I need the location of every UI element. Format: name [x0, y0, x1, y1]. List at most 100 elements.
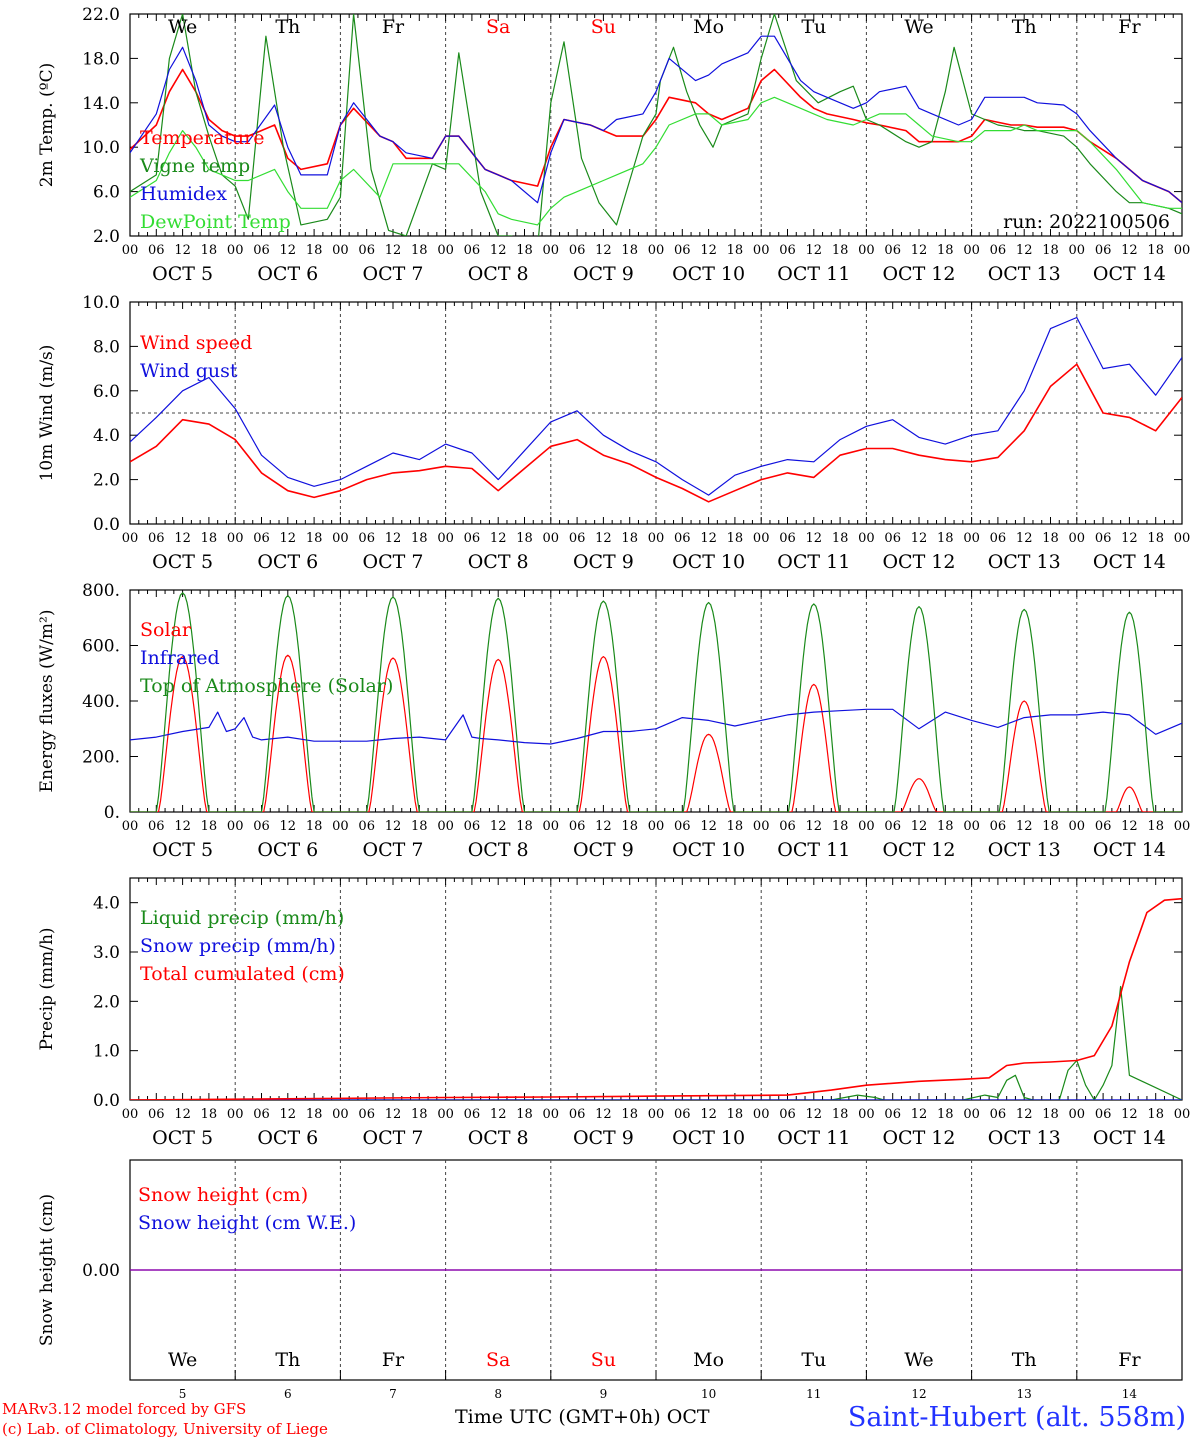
hour-tick-label: 00	[227, 531, 244, 546]
hour-tick-label: 06	[253, 243, 270, 258]
hour-tick-label: 00	[332, 819, 349, 834]
hour-tick-label: 06	[358, 531, 375, 546]
hour-tick-label: 06	[569, 531, 586, 546]
legend-entry: Snow height (cm)	[138, 1184, 308, 1206]
hour-tick-label: 00	[1069, 1107, 1086, 1122]
hour-tick-label: 00	[332, 531, 349, 546]
day-number-label: 6	[284, 1387, 292, 1401]
y-tick-label: 1.0	[93, 1042, 120, 1062]
hour-tick-label: 06	[1095, 1107, 1112, 1122]
hour-tick-label: 18	[411, 1107, 428, 1122]
hour-tick-label: 12	[490, 531, 507, 546]
weekday-label: Mo	[693, 1349, 724, 1371]
series-line-1	[130, 68, 1182, 204]
hour-tick-label: 06	[884, 819, 901, 834]
legend-entry: Temperature	[140, 127, 264, 149]
y-tick-label: 800.	[82, 581, 120, 601]
hour-tick-label: 06	[884, 1107, 901, 1122]
legend-entry: Wind gust	[140, 360, 238, 382]
legend-entry: Snow precip (mm/h)	[140, 935, 336, 957]
hour-tick-label: 06	[990, 819, 1007, 834]
hour-tick-label: 18	[411, 819, 428, 834]
hour-tick-label: 12	[490, 1107, 507, 1122]
y-tick-label: 0.0	[93, 515, 120, 535]
date-label: OCT 10	[672, 1127, 745, 1149]
hour-tick-label: 06	[253, 819, 270, 834]
date-label: OCT 7	[363, 839, 424, 861]
hour-tick-label: 06	[148, 1107, 165, 1122]
weekday-label: Fr	[382, 16, 405, 38]
y-tick-label: 8.0	[93, 337, 120, 357]
hour-tick-label: 12	[1016, 243, 1033, 258]
hour-tick-label: 00	[963, 243, 980, 258]
hour-tick-label: 06	[990, 243, 1007, 258]
hour-tick-label: 00	[753, 531, 770, 546]
hour-tick-label: 18	[1147, 1107, 1164, 1122]
hour-tick-label: 12	[385, 819, 402, 834]
hour-tick-label: 12	[385, 243, 402, 258]
series-line-1	[130, 363, 1182, 503]
weekday-label: Tu	[801, 1349, 826, 1371]
hour-tick-label: 18	[1147, 531, 1164, 546]
hour-tick-label: 18	[937, 531, 954, 546]
hour-tick-label: 18	[621, 819, 638, 834]
hour-tick-label: 12	[806, 819, 823, 834]
hour-tick-label: 18	[937, 819, 954, 834]
hour-tick-label: 18	[516, 819, 533, 834]
y-tick-label: 6.0	[93, 382, 120, 402]
date-label: OCT 12	[882, 551, 955, 573]
y-axis-label: 10m Wind (m/s)	[37, 345, 57, 482]
hour-tick-label: 06	[148, 819, 165, 834]
date-label: OCT 6	[257, 839, 318, 861]
y-tick-label: 22.0	[82, 5, 120, 25]
date-label: OCT 6	[257, 551, 318, 573]
date-label: OCT 13	[988, 839, 1061, 861]
x-axis-title-text: Time UTC (GMT+0h)	[455, 1406, 661, 1428]
hour-tick-label: 00	[963, 819, 980, 834]
date-label: OCT 9	[573, 1127, 634, 1149]
date-label: OCT 8	[468, 1127, 529, 1149]
hour-tick-label: 18	[727, 531, 744, 546]
hour-tick-label: 18	[306, 243, 323, 258]
hour-tick-label: 06	[358, 1107, 375, 1122]
hour-tick-label: 18	[516, 243, 533, 258]
series-line-3	[130, 35, 1182, 204]
weekday-label: We	[904, 16, 933, 38]
y-tick-label: 14.0	[82, 94, 120, 114]
weekday-label: We	[168, 1349, 197, 1371]
x-axis-title: Time UTC (GMT+0h) OCT	[455, 1406, 710, 1428]
hour-tick-label: 12	[595, 531, 612, 546]
y-tick-label: 4.0	[93, 426, 120, 446]
hour-tick-label: 12	[911, 243, 928, 258]
day-number-label: 13	[1017, 1387, 1032, 1401]
hour-tick-label: 00	[1069, 243, 1086, 258]
date-label: OCT 6	[257, 263, 318, 285]
date-label: OCT 9	[573, 839, 634, 861]
date-label: OCT 12	[882, 1127, 955, 1149]
hour-tick-label: 06	[674, 819, 691, 834]
y-tick-label: 4.0	[93, 894, 120, 914]
date-label: OCT 8	[468, 551, 529, 573]
date-label: OCT 7	[363, 551, 424, 573]
date-label: OCT 7	[363, 1127, 424, 1149]
weekday-label: We	[168, 16, 197, 38]
hour-tick-label: 00	[543, 243, 560, 258]
y-tick-label: 6.0	[93, 183, 120, 203]
hour-tick-label: 18	[727, 819, 744, 834]
legend-entry: Humidex	[140, 183, 227, 205]
hour-tick-label: 00	[543, 1107, 560, 1122]
y-axis-label: Precip (mm/h)	[37, 927, 57, 1050]
y-axis-label: Energy fluxes (W/m²)	[37, 610, 57, 793]
date-label: OCT 8	[468, 839, 529, 861]
hour-tick-label: 00	[858, 1107, 875, 1122]
date-label: OCT 5	[152, 263, 213, 285]
date-label: OCT 5	[152, 551, 213, 573]
hour-tick-label: 00	[437, 243, 454, 258]
hour-tick-label: 00	[648, 531, 665, 546]
hour-tick-label: 18	[1042, 243, 1059, 258]
hour-tick-label: 18	[516, 531, 533, 546]
hour-tick-label: 12	[490, 243, 507, 258]
hour-tick-label: 12	[280, 1107, 297, 1122]
hour-tick-label: 00	[963, 1107, 980, 1122]
